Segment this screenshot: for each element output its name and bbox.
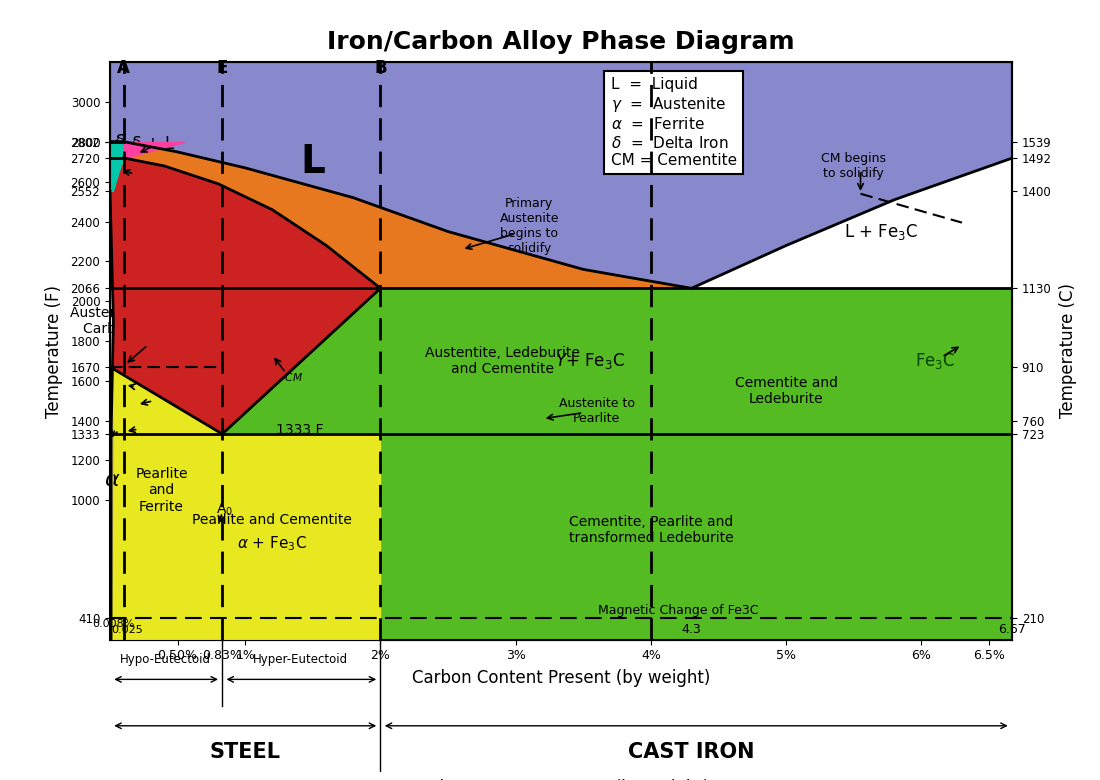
Text: A$_{1,2,3}$: A$_{1,2,3}$ (198, 402, 238, 419)
Text: $\delta$: $\delta$ (113, 133, 127, 151)
Polygon shape (222, 434, 1012, 640)
Text: $\mathit{Y}$+ Fe$_3$C: $\mathit{Y}$+ Fe$_3$C (556, 351, 625, 371)
Text: E: E (217, 59, 228, 77)
Text: B: B (374, 59, 387, 77)
Text: Hyper-Eutectoid: Hyper-Eutectoid (253, 654, 349, 666)
Polygon shape (110, 434, 222, 640)
Text: A$_2$: A$_2$ (129, 374, 145, 391)
Polygon shape (123, 142, 692, 289)
Text: $\mathit{Y}$ + L: $\mathit{Y}$ + L (191, 180, 245, 199)
Text: Magnetic Point
(1414 F): Magnetic Point (1414 F) (116, 325, 208, 353)
Text: A$_0$: A$_0$ (217, 502, 233, 519)
Text: L + Fe$_3$C: L + Fe$_3$C (844, 222, 918, 242)
Text: $\mathit{Y}$: $\mathit{Y}$ (136, 213, 165, 250)
Text: L  =  Liquid
$\gamma$  =  Austenite
$\alpha$  =  Ferrite
$\delta$  =  Delta Iron: L = Liquid $\gamma$ = Austenite $\alpha$… (610, 77, 737, 168)
Text: CAST IRON: CAST IRON (628, 743, 755, 762)
Polygon shape (110, 142, 123, 191)
Text: Fe$_3$C: Fe$_3$C (915, 351, 955, 371)
Text: Carbon Content Present (by weight): Carbon Content Present (by weight) (411, 778, 710, 780)
Polygon shape (110, 367, 113, 640)
X-axis label: Carbon Content Present (by weight): Carbon Content Present (by weight) (411, 669, 711, 687)
Polygon shape (110, 321, 222, 434)
Y-axis label: Temperature (C): Temperature (C) (1058, 283, 1077, 419)
Polygon shape (381, 232, 692, 289)
Text: $\delta$ + $\mathit{Y}$: $\delta$ + $\mathit{Y}$ (110, 161, 158, 179)
Polygon shape (222, 289, 381, 434)
Polygon shape (110, 434, 381, 640)
Text: 1333 F: 1333 F (276, 423, 323, 437)
Text: Austenite to
Pearlite: Austenite to Pearlite (559, 397, 635, 425)
Polygon shape (110, 158, 381, 434)
Text: 2055 F: 2055 F (330, 275, 377, 289)
Text: STEEL: STEEL (210, 743, 280, 762)
Text: 0.025: 0.025 (112, 625, 143, 635)
Text: 6.67: 6.67 (998, 623, 1026, 636)
Polygon shape (123, 142, 185, 158)
Text: CM begins
to solidify: CM begins to solidify (822, 152, 887, 180)
Text: Pearlite
and
Ferrite: Pearlite and Ferrite (135, 467, 188, 513)
Text: Pearlite and Cementite: Pearlite and Cementite (192, 513, 352, 527)
Text: 0.008%: 0.008% (92, 619, 134, 629)
Text: A$_3$: A$_3$ (146, 391, 163, 407)
Text: Cementite and
Ledeburite: Cementite and Ledeburite (735, 376, 838, 406)
Text: Primary
Austenite
begins to
solidify: Primary Austenite begins to solidify (499, 197, 559, 254)
Text: A$_{CM}$: A$_{CM}$ (274, 366, 302, 385)
Y-axis label: Temperature (F): Temperature (F) (45, 285, 64, 417)
Text: $\delta$ + L: $\delta$ + L (131, 135, 176, 153)
Text: 4.3: 4.3 (682, 623, 702, 636)
Text: A$_1$: A$_1$ (131, 421, 149, 438)
Text: $\alpha$ + Fe$_3$C: $\alpha$ + Fe$_3$C (238, 535, 307, 554)
Title: Iron/Carbon Alloy Phase Diagram: Iron/Carbon Alloy Phase Diagram (327, 30, 795, 54)
Text: Magnetic Change of Fe3C: Magnetic Change of Fe3C (597, 604, 758, 617)
Text: $\alpha$: $\alpha$ (103, 470, 120, 491)
Text: Austentite, Ledeburite
and Cementite: Austentite, Ledeburite and Cementite (425, 346, 580, 376)
Polygon shape (110, 158, 123, 191)
Text: Cementite, Pearlite and
transformed Ledeburite: Cementite, Pearlite and transformed Lede… (569, 515, 734, 545)
Polygon shape (381, 289, 1012, 434)
Text: Austenite Solid Solution of
Carbon in Gamma Iron: Austenite Solid Solution of Carbon in Ga… (70, 306, 253, 336)
Text: Hypo-Eutectoid: Hypo-Eutectoid (120, 654, 211, 666)
Text: Austenite
in Liquid: Austenite in Liquid (287, 236, 353, 267)
Text: L: L (300, 143, 326, 181)
Polygon shape (110, 62, 1012, 289)
Text: A: A (117, 59, 130, 77)
Text: $\alpha$ + $\mathit{Y}$: $\alpha$ + $\mathit{Y}$ (135, 406, 188, 424)
